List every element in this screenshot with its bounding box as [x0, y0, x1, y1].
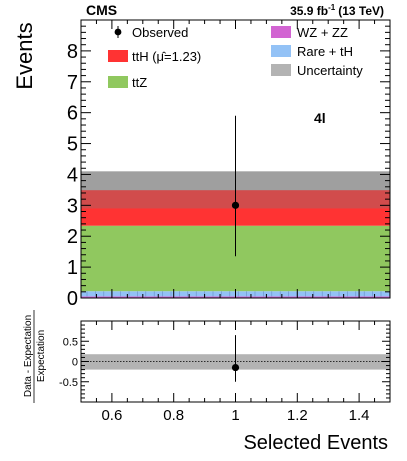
ratio-panel: 0.5 0 -0.5 0.6 0.8 1 1.2 1.4 [59, 320, 391, 424]
ratio-point [231, 363, 240, 372]
experiment-label: CMS [86, 2, 117, 18]
x-axis-label: Selected Events [243, 432, 388, 454]
main-y-tick-label: 5 [67, 134, 78, 156]
legend-rare-label: Rare + tH [297, 44, 353, 59]
legend-tth-label: ttH (μ̂=1.23) [132, 49, 201, 64]
ratio-y-tick-label: 0.5 [63, 336, 78, 348]
legend-uncertainty-swatch [271, 64, 291, 76]
luminosity-value: 35.9 fb [290, 4, 328, 18]
ratio-x-tick-label: 1.2 [287, 407, 308, 424]
ratio-y-axis-label-denominator: Expectation [36, 330, 47, 382]
main-y-tick-label: 4 [67, 164, 78, 186]
legend-uncertainty-label: Uncertainty [297, 63, 363, 78]
main-y-tick-label: 3 [67, 195, 78, 217]
main-y-tick-label: 6 [67, 103, 78, 125]
legend-observed-label: Observed [132, 25, 188, 40]
main-panel: 0 1 2 3 4 5 6 7 8 [67, 19, 391, 310]
ratio-y-axis-label-numerator: Data - Expectation [23, 315, 34, 397]
ratio-x-tick-label: 0.8 [163, 407, 184, 424]
legend-ttz-label: ttZ [132, 75, 147, 90]
main-y-tick-label: 1 [67, 257, 78, 279]
ratio-y-tick-label: -0.5 [59, 377, 78, 389]
energy-value: (13 TeV) [338, 4, 384, 18]
legend-observed-marker [114, 28, 122, 36]
main-y-tick-label: 2 [67, 226, 78, 248]
main-y-tick-label: 0 [67, 288, 78, 310]
legend: Observed ttH (μ̂=1.23) ttZ WZ + ZZ Rare + tH… [108, 25, 363, 90]
legend-wzzz-swatch [271, 26, 291, 38]
legend-wzzz-label: WZ + ZZ [297, 25, 348, 40]
ratio-x-tick-label: 1.4 [349, 407, 370, 424]
main-y-axis-label: Events [12, 22, 37, 89]
ratio-x-tick-label: 1 [231, 407, 239, 424]
main-y-tick-label: 8 [67, 41, 78, 63]
legend-rare-swatch [271, 45, 291, 57]
observed-point [231, 201, 240, 209]
ratio-y-tick-label: 0 [72, 357, 78, 369]
legend-ttz-swatch [108, 76, 128, 88]
legend-tth-swatch [108, 50, 128, 62]
ratio-x-tick-label: 0.6 [101, 407, 122, 424]
channel-label: 4l [314, 110, 326, 126]
luminosity-label: 35.9 fb-1 (13 TeV) [290, 3, 384, 18]
luminosity-exponent: -1 [328, 3, 336, 12]
main-y-tick-label: 7 [67, 72, 78, 94]
